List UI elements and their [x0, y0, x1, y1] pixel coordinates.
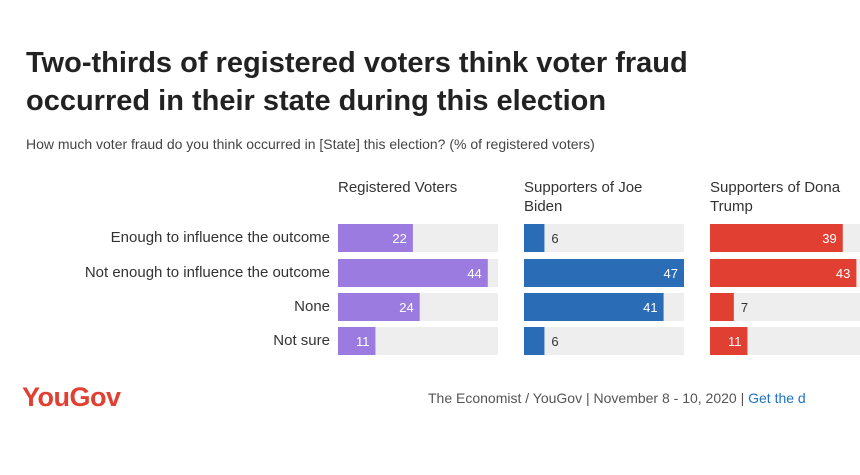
data-label: 43	[836, 266, 850, 281]
panel-header: Supporters of Dona Trump	[710, 178, 860, 216]
data-label: 11	[356, 334, 370, 349]
panel-header-line: Biden	[524, 198, 563, 215]
bar-track	[710, 293, 860, 321]
bar	[524, 293, 664, 321]
panel-header-line: Trump	[710, 198, 753, 215]
data-label: 6	[551, 231, 558, 246]
category-label: Enough to influence the outcome	[110, 229, 330, 246]
get-data-link[interactable]: Get the d	[748, 390, 806, 406]
title-line-2: occurred in their state during this elec…	[26, 85, 607, 117]
data-label: 11	[728, 334, 742, 349]
data-label: 7	[741, 300, 748, 315]
title-line-1: Two-thirds of registered voters think vo…	[26, 47, 688, 79]
source-note: The Economist / YouGov | November 8 - 10…	[428, 390, 806, 406]
data-label: 44	[467, 266, 481, 281]
chart-subtitle: How much voter fraud do you think occurr…	[26, 136, 595, 152]
bar	[710, 224, 843, 252]
data-label: 6	[551, 334, 558, 349]
data-label: 47	[664, 266, 678, 281]
bar-track	[524, 224, 684, 252]
yougov-logo: YouGov	[22, 382, 121, 412]
source-text: The Economist / YouGov | November 8 - 10…	[428, 390, 749, 406]
panel-header-line: Supporters of Dona	[710, 179, 841, 196]
data-label: 41	[643, 300, 657, 315]
bar	[710, 327, 748, 355]
bar	[710, 293, 734, 321]
bar	[338, 259, 488, 287]
panel-header: Registered Voters	[338, 178, 518, 197]
panel-header: Supporters of Joe Biden	[524, 178, 704, 216]
bar	[338, 327, 376, 355]
panel-header-line: Supporters of Joe	[524, 179, 643, 196]
category-label: Not sure	[273, 332, 330, 349]
bar	[524, 327, 545, 355]
category-label: Not enough to influence the outcome	[84, 264, 330, 281]
panel-header-line: Registered Voters	[338, 179, 458, 196]
bar	[338, 224, 413, 252]
data-label: 39	[822, 231, 836, 246]
data-label: 22	[392, 231, 406, 246]
bar-track	[524, 327, 684, 355]
category-label: None	[294, 298, 330, 315]
chart-title: Two-thirds of registered voters think vo…	[26, 44, 846, 120]
bar	[524, 224, 545, 252]
bar	[524, 259, 684, 287]
bar	[338, 293, 420, 321]
data-label: 24	[399, 300, 413, 315]
bar	[710, 259, 857, 287]
